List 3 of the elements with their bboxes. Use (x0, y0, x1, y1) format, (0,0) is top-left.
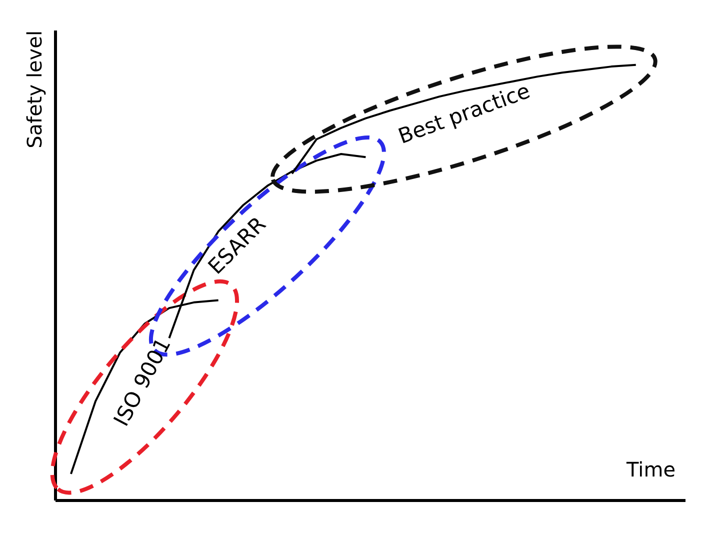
y-axis-title: Safety level (22, 30, 46, 148)
annotation: ISO 9001 (109, 334, 176, 430)
x-axis-title: Time (626, 458, 676, 482)
